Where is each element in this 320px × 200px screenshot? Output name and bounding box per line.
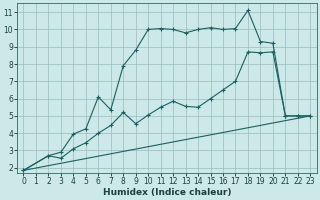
X-axis label: Humidex (Indice chaleur): Humidex (Indice chaleur) bbox=[103, 188, 231, 197]
